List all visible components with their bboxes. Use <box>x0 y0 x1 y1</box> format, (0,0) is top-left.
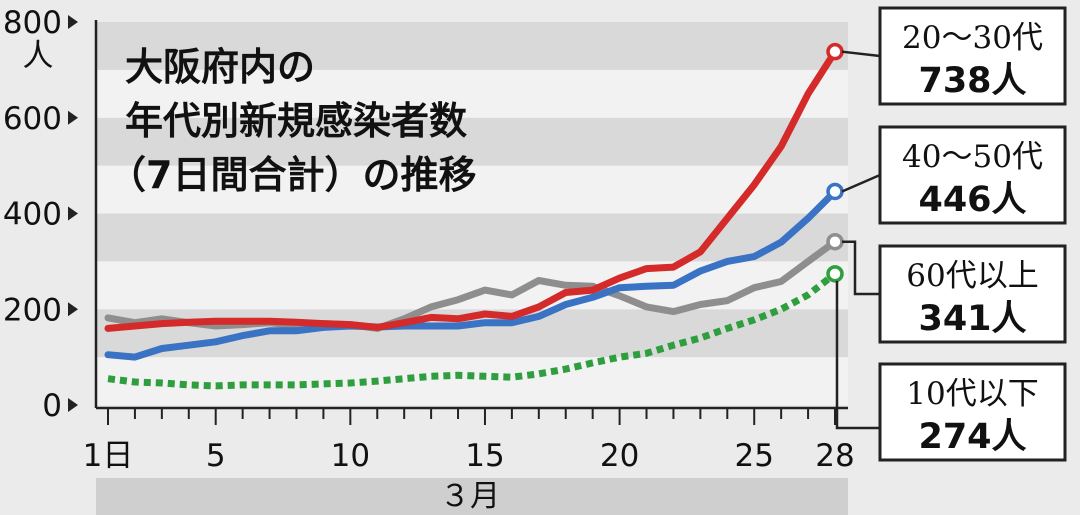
callout-end-value: 446人 <box>918 180 1026 220</box>
series-line <box>104 188 839 361</box>
series-end-marker <box>826 265 844 283</box>
callout-box <box>878 362 1067 462</box>
series-end-marker <box>826 232 844 251</box>
callout-leader-line <box>841 50 881 58</box>
chart-title: 大阪府内の 年代別新規感染者数 （7日間合計）の推移 <box>108 45 476 197</box>
x-tick-label: 5 <box>206 438 226 474</box>
y-tick-arrow <box>68 398 78 412</box>
callout-end-value: 738人 <box>918 61 1026 101</box>
y-tick-label: 400 <box>3 197 62 233</box>
y-tick-arrow <box>68 302 78 317</box>
x-axis-ticks: 1日 5 10 15 20 25 28 <box>83 408 855 474</box>
callout-leader-line <box>835 280 880 430</box>
y-axis-ticks: 0 200 400 600 800 <box>3 5 78 424</box>
callout-leader-line <box>842 240 880 296</box>
callout-series-name: 60代以上 <box>906 258 1038 294</box>
callout-end-value: 341人 <box>918 299 1026 339</box>
x-tick-label: 1日 <box>83 438 134 474</box>
x-tick-label: 28 <box>815 438 854 474</box>
axes <box>94 20 848 410</box>
series-line <box>107 271 838 390</box>
y-tick-label: 0 <box>42 388 62 424</box>
callout-leader-line <box>841 173 881 193</box>
background-band <box>96 165 848 214</box>
background-band <box>96 357 848 405</box>
callout-box <box>878 6 1067 106</box>
series-end-marker <box>826 42 844 61</box>
y-axis-unit-label: 人 <box>23 38 54 74</box>
x-axis-month-label: ３月 <box>440 479 500 514</box>
y-tick-arrow <box>68 15 78 29</box>
background-band <box>96 117 848 166</box>
background-band <box>96 213 848 262</box>
x-tick-label: 25 <box>734 438 773 474</box>
background-band <box>96 261 848 310</box>
callout-series-name: 10代以下 <box>906 376 1038 412</box>
y-tick-label: 600 <box>3 101 62 137</box>
y-tick-arrow <box>68 110 78 125</box>
title-line-3: （7日間合計）の推移 <box>108 153 476 197</box>
callout-box <box>878 244 1067 344</box>
x-tick-label: 15 <box>465 438 504 474</box>
title-line-1: 大阪府内の <box>125 45 315 89</box>
callout-end-value: 274人 <box>918 417 1026 457</box>
x-tick-label: 10 <box>331 438 370 474</box>
series-line <box>104 238 839 332</box>
x-axis-month-band <box>96 478 848 515</box>
callout-series-name: 40～50代 <box>902 139 1043 175</box>
callout-box <box>878 125 1067 225</box>
y-tick-arrow <box>68 206 78 221</box>
series-lines <box>104 42 844 390</box>
background-band <box>96 69 848 118</box>
background-band <box>96 22 848 70</box>
callout-series-name: 20～30代 <box>902 20 1043 56</box>
y-tick-label: 200 <box>3 292 62 328</box>
x-tick-label: 20 <box>600 438 639 474</box>
series-line <box>104 48 839 332</box>
legend-callouts: 20～30代 738人 40～50代 446人 60代以上 341人 10代以下 274人 <box>835 6 1067 462</box>
y-tick-label: 800 <box>3 5 62 41</box>
title-line-2: 年代別新規感染者数 <box>125 99 467 143</box>
series-end-marker <box>826 182 844 201</box>
